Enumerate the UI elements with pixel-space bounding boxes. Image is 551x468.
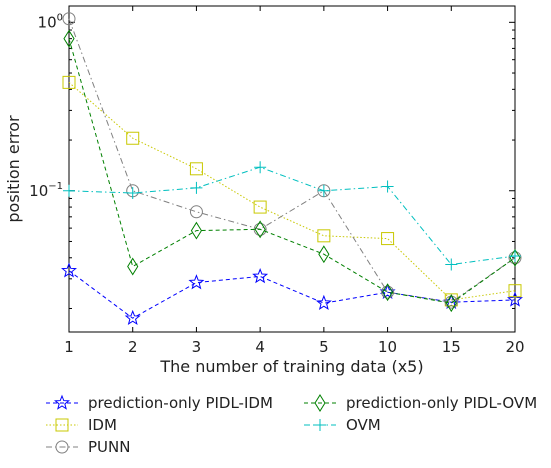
x-axis-title: The number of training data (x5) xyxy=(159,357,423,376)
y-tick-labels: 100 10−1 xyxy=(29,12,63,199)
data-point-plus xyxy=(509,249,521,262)
data-point-diamond xyxy=(63,29,75,48)
data-point-diamond xyxy=(445,294,457,313)
data-point-diamond xyxy=(254,220,266,239)
series-star xyxy=(61,262,523,326)
data-point-square xyxy=(317,229,331,243)
x-tick-label: 2 xyxy=(128,338,138,356)
series-diamond xyxy=(63,29,521,313)
data-point-plus xyxy=(63,184,75,197)
series-line xyxy=(68,270,516,319)
legend-marker-circle xyxy=(55,440,69,454)
data-point-star xyxy=(507,291,523,307)
data-point-diamond xyxy=(127,257,139,276)
series-layer xyxy=(61,12,523,326)
data-point-plus xyxy=(381,180,394,193)
x-tick-label: 10 xyxy=(378,338,397,356)
data-point-square xyxy=(126,131,140,145)
x-tick-label: 1 xyxy=(64,338,74,356)
data-point-square xyxy=(381,232,395,246)
x-tick-label: 20 xyxy=(505,338,524,356)
legend-label: OVM xyxy=(346,416,381,434)
legend-label: PUNN xyxy=(88,438,130,456)
data-point-square xyxy=(189,162,203,176)
series-line xyxy=(68,166,516,266)
legend: prediction-only PIDL-IDM IDM PUNN predictio… xyxy=(46,394,537,456)
x-tick-label: 4 xyxy=(255,338,265,356)
series-line xyxy=(68,38,516,304)
x-tick-labels: 1 2 3 4 5 10 15 20 xyxy=(64,338,524,356)
data-point-diamond xyxy=(509,248,521,267)
legend-marker-plus xyxy=(314,419,326,431)
data-point-star xyxy=(124,309,141,326)
data-point-plus xyxy=(190,181,203,194)
legend-item: prediction-only PIDL-IDM xyxy=(46,394,273,412)
data-point-star xyxy=(443,293,460,309)
data-point-circle xyxy=(62,12,76,26)
legend-marker-star xyxy=(54,394,70,410)
plot-frame xyxy=(68,5,516,333)
data-point-star xyxy=(61,262,77,278)
x-tick-label: 3 xyxy=(192,338,202,356)
y-axis-title: position error xyxy=(4,115,23,223)
data-point-star xyxy=(188,274,205,290)
y-tick-label: 100 xyxy=(38,12,63,31)
data-point-diamond xyxy=(318,245,330,264)
data-point-square xyxy=(253,200,267,214)
data-point-circle xyxy=(381,285,395,299)
x-tick-label: 5 xyxy=(319,338,329,356)
x-tick-label: 15 xyxy=(442,338,461,356)
data-point-star xyxy=(315,294,332,310)
data-point-star xyxy=(379,283,396,299)
legend-label: IDM xyxy=(88,416,117,434)
legend-marker-diamond xyxy=(314,394,326,412)
series-plus xyxy=(63,161,521,271)
legend-item: IDM xyxy=(46,416,117,434)
series-line xyxy=(68,18,516,303)
data-point-square xyxy=(508,284,522,298)
legend-label: prediction-only PIDL-IDM xyxy=(88,394,273,412)
data-point-diamond xyxy=(381,283,394,302)
y-tick-label: 10−1 xyxy=(29,181,63,200)
data-point-plus xyxy=(317,184,330,197)
legend-label: prediction-only PIDL-OVM xyxy=(346,394,537,412)
legend-item: PUNN xyxy=(46,438,130,456)
data-point-plus xyxy=(445,258,458,271)
legend-item: OVM xyxy=(304,416,381,434)
axis-ticks xyxy=(68,6,516,332)
data-point-square xyxy=(62,75,76,89)
data-point-plus xyxy=(126,186,139,199)
legend-marker-square xyxy=(55,418,69,432)
series-square xyxy=(62,75,522,307)
data-point-star xyxy=(252,268,269,284)
data-point-circle xyxy=(189,205,203,219)
data-point-diamond xyxy=(190,221,203,240)
data-point-plus xyxy=(254,161,267,174)
legend-item: prediction-only PIDL-OVM xyxy=(304,394,537,412)
